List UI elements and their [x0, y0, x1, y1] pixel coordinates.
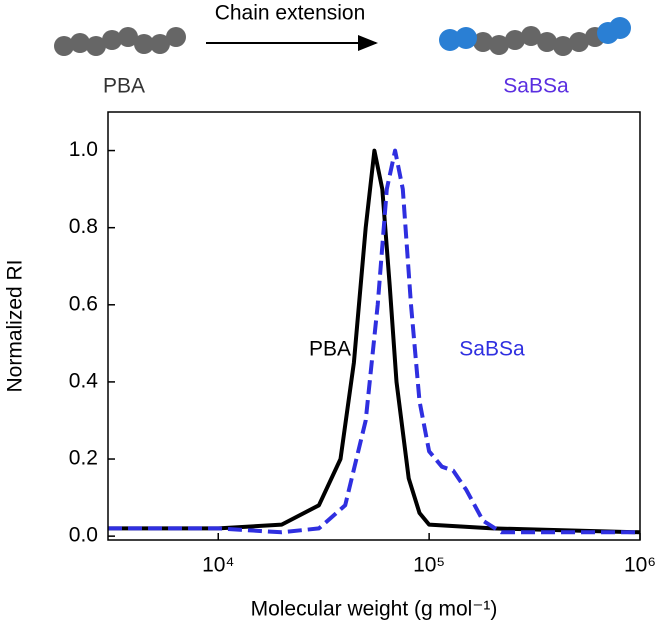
- y-tick-label: 0.6: [69, 292, 98, 315]
- y-tick-label: 0.4: [69, 369, 99, 392]
- series-line: [108, 148, 640, 535]
- x-tick-label: 10⁴: [202, 554, 234, 577]
- series-line: [108, 148, 641, 535]
- y-tick-label: 0.8: [69, 215, 98, 238]
- pba-chain: [54, 27, 186, 56]
- sabsa-chain: [473, 26, 605, 56]
- x-axis-label: Molecular weight (g mol⁻¹): [251, 598, 498, 621]
- end-blocks: [439, 17, 631, 51]
- y-tick-label: 0.2: [69, 447, 98, 470]
- y-tick-label: 0.0: [69, 524, 98, 547]
- scheme: Chain extension PBA SaBSa: [54, 2, 631, 98]
- annotation: SaBSa: [459, 338, 525, 361]
- plot: 0.0 0.2 0.4 0.6 0.8 1.0 10⁴ 10⁵ 10⁶ PBA SaBSa Molec…: [4, 111, 656, 621]
- arrow-label: Chain extension: [215, 2, 366, 25]
- y-tick-label: 1.0: [69, 138, 98, 161]
- x-tick-label: 10⁶: [624, 554, 656, 577]
- y-axis-label: Normalized RI: [4, 259, 27, 392]
- left-label: PBA: [103, 75, 145, 98]
- right-label: SaBSa: [503, 75, 569, 98]
- plot-frame: [107, 111, 641, 541]
- annotation: PBA: [309, 338, 351, 361]
- x-tick-label: 10⁵: [413, 554, 445, 577]
